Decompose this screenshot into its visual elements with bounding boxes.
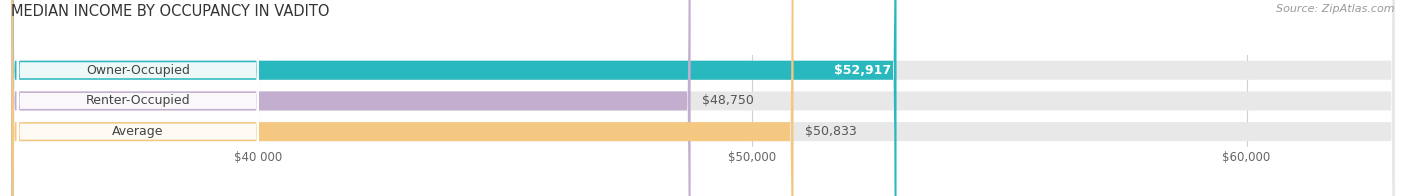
FancyBboxPatch shape xyxy=(17,0,259,196)
FancyBboxPatch shape xyxy=(11,0,1395,196)
Text: MEDIAN INCOME BY OCCUPANCY IN VADITO: MEDIAN INCOME BY OCCUPANCY IN VADITO xyxy=(11,4,330,19)
FancyBboxPatch shape xyxy=(11,0,897,196)
Text: $52,917: $52,917 xyxy=(834,64,891,77)
Text: $50,833: $50,833 xyxy=(804,125,856,138)
Text: Owner-Occupied: Owner-Occupied xyxy=(86,64,190,77)
FancyBboxPatch shape xyxy=(11,0,690,196)
FancyBboxPatch shape xyxy=(17,0,259,196)
Text: $48,750: $48,750 xyxy=(702,94,754,107)
Text: Renter-Occupied: Renter-Occupied xyxy=(86,94,190,107)
FancyBboxPatch shape xyxy=(17,0,259,196)
FancyBboxPatch shape xyxy=(11,0,1395,196)
FancyBboxPatch shape xyxy=(11,0,793,196)
Text: Source: ZipAtlas.com: Source: ZipAtlas.com xyxy=(1277,4,1395,14)
Text: Average: Average xyxy=(112,125,163,138)
FancyBboxPatch shape xyxy=(11,0,1395,196)
